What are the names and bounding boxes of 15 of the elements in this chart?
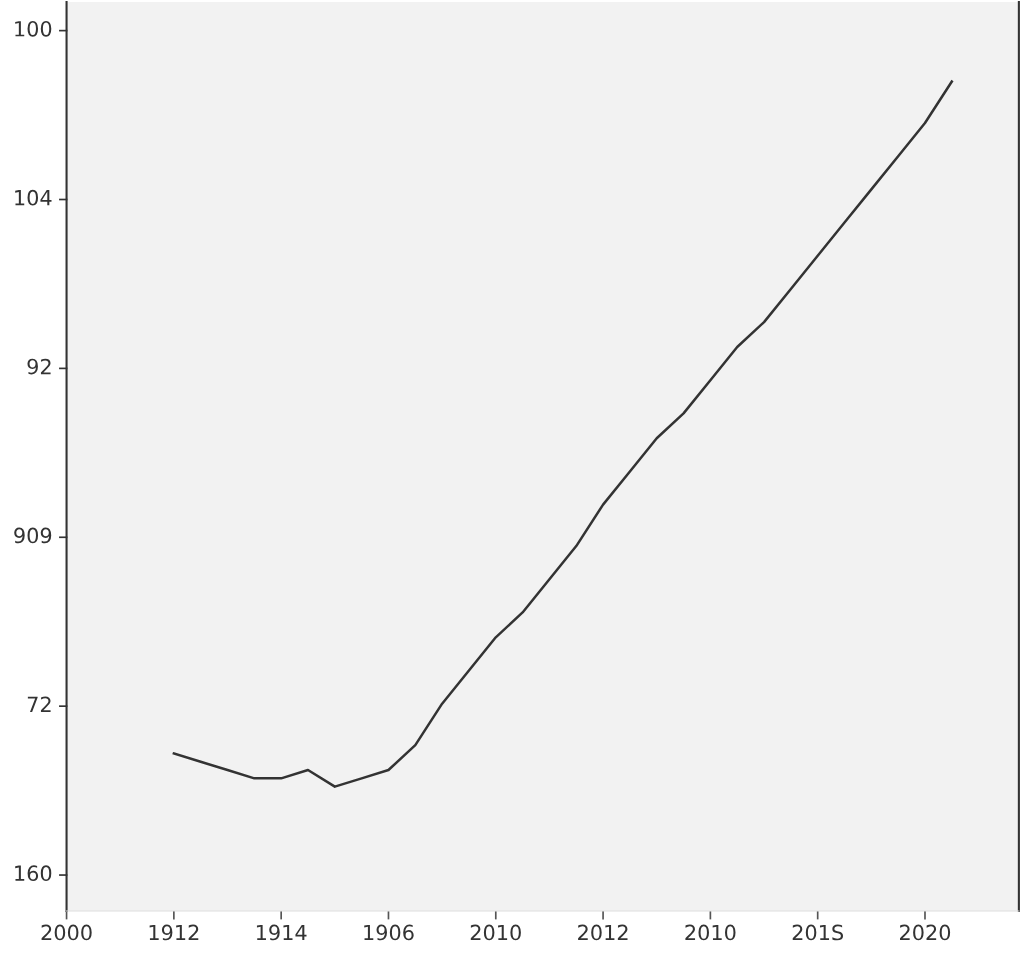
- text: 100: [15, 20, 52, 37]
- text: 909: [14, 527, 52, 544]
- text: 104: [15, 189, 52, 206]
- x-tick-label: 2010: [685, 924, 736, 941]
- x-tick-label: 1912: [149, 924, 199, 941]
- x-tick-label: 1914: [256, 924, 307, 941]
- x-tick-label: 201S: [792, 924, 844, 941]
- text: 92: [27, 358, 51, 375]
- text: 72: [27, 696, 51, 712]
- x-tick-label: 2010: [470, 924, 521, 941]
- text: 160: [15, 865, 52, 882]
- x-tick-label: 1906: [364, 924, 414, 941]
- x-tick-label: 2012: [578, 924, 628, 941]
- x-tick-label: 2000: [41, 924, 92, 941]
- x-tick-label: 2020: [900, 924, 951, 941]
